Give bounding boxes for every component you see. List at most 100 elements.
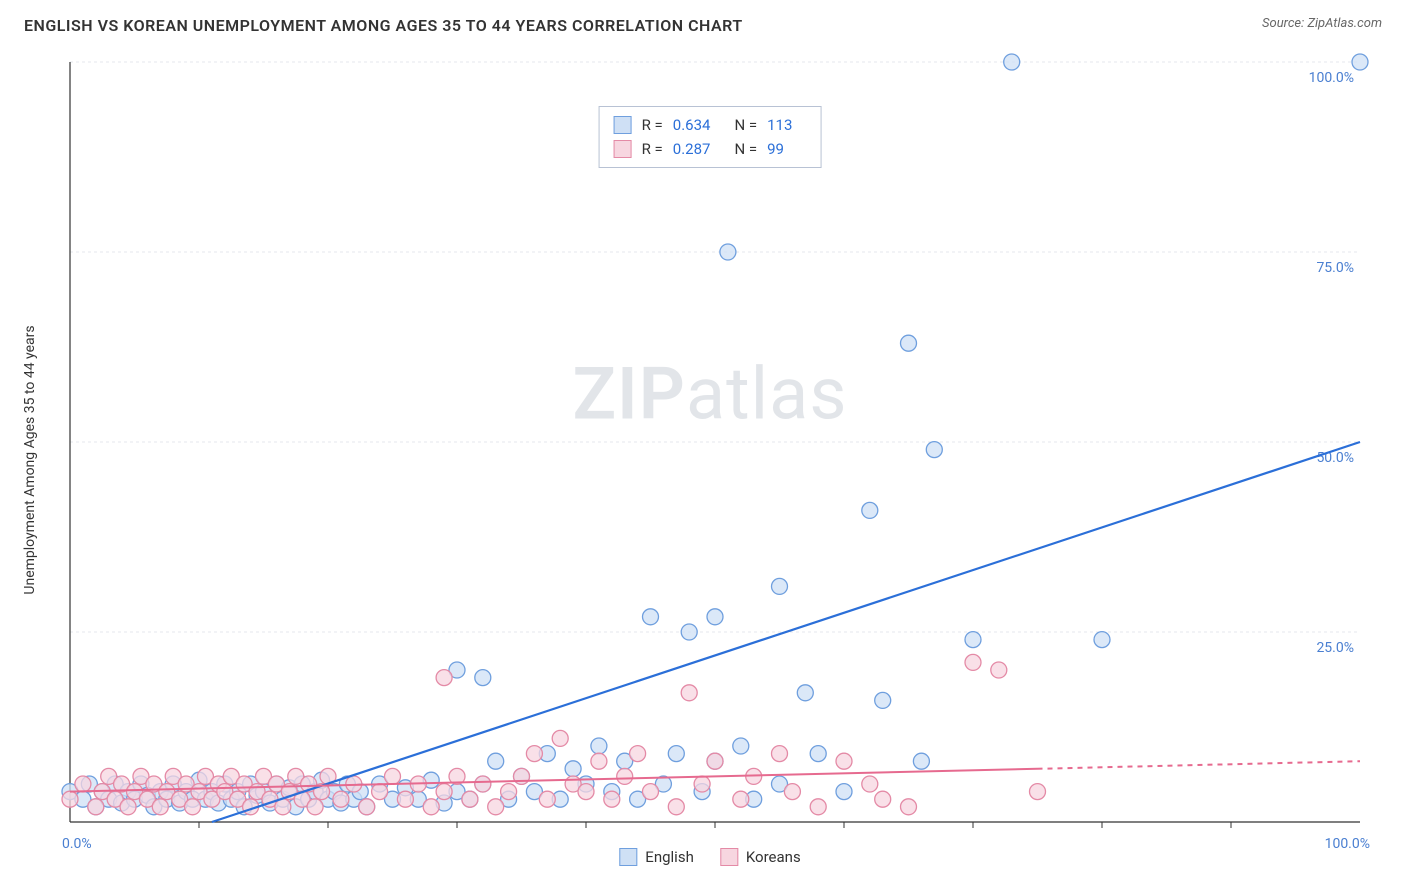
y-tick-label: 100.0% [1309,70,1354,86]
data-point [552,730,568,746]
scatter-chart: 25.0% 50.0% 75.0% 100.0% [40,50,1380,870]
data-point [88,799,104,815]
data-point [681,624,697,640]
data-point [965,654,981,670]
data-point [643,784,659,800]
data-point [75,776,91,792]
data-point [668,746,684,762]
y-tick-label: 25.0% [1316,640,1354,656]
data-point [397,791,413,807]
data-point [707,609,723,625]
origin-label: 0.0% [62,836,92,852]
source-prefix: Source: [1262,16,1307,31]
y-tick-label: 50.0% [1316,450,1354,466]
chart-title: ENGLISH VS KOREAN UNEMPLOYMENT AMONG AGE… [24,16,743,35]
data-point [1094,632,1110,648]
legend-label: Koreans [746,848,801,866]
data-point [901,335,917,351]
data-point [185,799,201,815]
stats-legend-box: R = 0.634 N = 113 R = 0.287 N = 99 [599,106,822,168]
data-point [875,791,891,807]
data-point [423,799,439,815]
trend-line-dashed [1038,761,1361,769]
data-point [604,791,620,807]
data-point [720,244,736,260]
data-point [733,738,749,754]
r-label: R = [642,113,663,137]
data-point [152,799,168,815]
data-point [488,799,504,815]
data-point [694,776,710,792]
data-point [526,746,542,762]
n-value: 113 [767,113,792,137]
legend-item: English [619,848,694,866]
legend-label: English [645,848,694,866]
y-axis-label: Unemployment Among Ages 35 to 44 years [22,325,38,594]
data-point [385,768,401,784]
data-point [836,784,852,800]
data-point [965,632,981,648]
x-max-label: 100.0% [1325,836,1370,852]
chart-container: Unemployment Among Ages 35 to 44 years Z… [40,50,1380,870]
data-point [707,753,723,769]
data-point [333,791,349,807]
data-point [565,761,581,777]
stats-row: R = 0.634 N = 113 [614,113,807,137]
data-point [913,753,929,769]
data-point [681,685,697,701]
data-point [475,670,491,686]
data-point [617,768,633,784]
data-point [836,753,852,769]
data-point [1004,54,1020,70]
data-point [307,799,323,815]
data-point [797,685,813,701]
source-credit: Source: ZipAtlas.com [1262,16,1382,31]
data-point [630,746,646,762]
data-point [733,791,749,807]
n-label: N = [734,113,757,137]
data-point [462,791,478,807]
data-point [772,746,788,762]
data-point [668,799,684,815]
stats-row: R = 0.287 N = 99 [614,137,807,161]
data-point [875,692,891,708]
data-point [539,791,555,807]
r-value: 0.287 [673,137,711,161]
data-point [926,442,942,458]
data-point [643,609,659,625]
legend-item: Koreans [720,848,801,866]
data-point [488,753,504,769]
bottom-legend: English Koreans [619,848,800,866]
source-name: ZipAtlas.com [1307,16,1382,31]
data-point [862,776,878,792]
data-point [62,791,78,807]
legend-swatch [720,848,738,866]
y-tick-label: 75.0% [1316,260,1354,276]
data-point [591,738,607,754]
data-point [991,662,1007,678]
r-label: R = [642,137,663,161]
data-point [810,799,826,815]
legend-swatch [619,848,637,866]
data-point [1030,784,1046,800]
data-point [436,670,452,686]
data-point [591,753,607,769]
data-point [1352,54,1368,70]
data-point [475,776,491,792]
series-swatch [614,140,632,158]
series-swatch [614,116,632,134]
n-label: N = [734,137,757,161]
data-point [372,784,388,800]
data-point [578,784,594,800]
data-point [784,784,800,800]
data-point [901,799,917,815]
n-value: 99 [767,137,784,161]
data-point [772,578,788,594]
data-point [501,784,517,800]
data-point [862,502,878,518]
data-point [436,784,452,800]
data-point [359,799,375,815]
r-value: 0.634 [673,113,711,137]
data-point [120,799,136,815]
data-point [810,746,826,762]
